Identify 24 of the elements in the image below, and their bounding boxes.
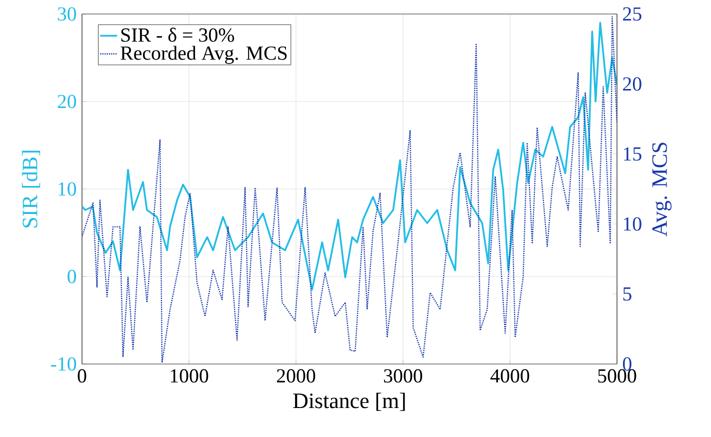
legend-label: Recorded Avg. MCS xyxy=(120,46,287,64)
x-axis-title: Distance [m] xyxy=(293,392,405,411)
y2-tick-label: 0 xyxy=(622,357,632,371)
x-tick-label: 2000 xyxy=(276,369,316,383)
y2-tick-label: 10 xyxy=(624,217,642,231)
y2-tick-label: 25 xyxy=(623,7,642,21)
y2-axis-title: Avg. MCS xyxy=(652,142,672,236)
y2-tick-label: 5 xyxy=(623,287,632,301)
x-tick-label: 4000 xyxy=(490,369,530,383)
y-axis-title: SIR [dB] xyxy=(22,150,40,228)
y-tick-label: 10 xyxy=(58,182,76,196)
x-tick-label: 5000 xyxy=(598,369,636,383)
y-tick-label: 30 xyxy=(58,7,76,21)
x-tick-label: 0 xyxy=(78,369,86,383)
y2-tick-label: 15 xyxy=(624,147,642,161)
y-tick-label: -10 xyxy=(50,357,76,371)
legend-label: SIR - δ = 30% xyxy=(121,28,234,42)
line-series xyxy=(82,16,618,364)
x-tick-label: 3000 xyxy=(384,369,422,383)
y2-tick-label: 20 xyxy=(623,77,642,91)
y-tick-label: 0 xyxy=(68,270,76,284)
x-tick-label: 1000 xyxy=(170,369,208,383)
y-tick-label: 20 xyxy=(58,94,76,108)
line-series xyxy=(82,22,618,291)
